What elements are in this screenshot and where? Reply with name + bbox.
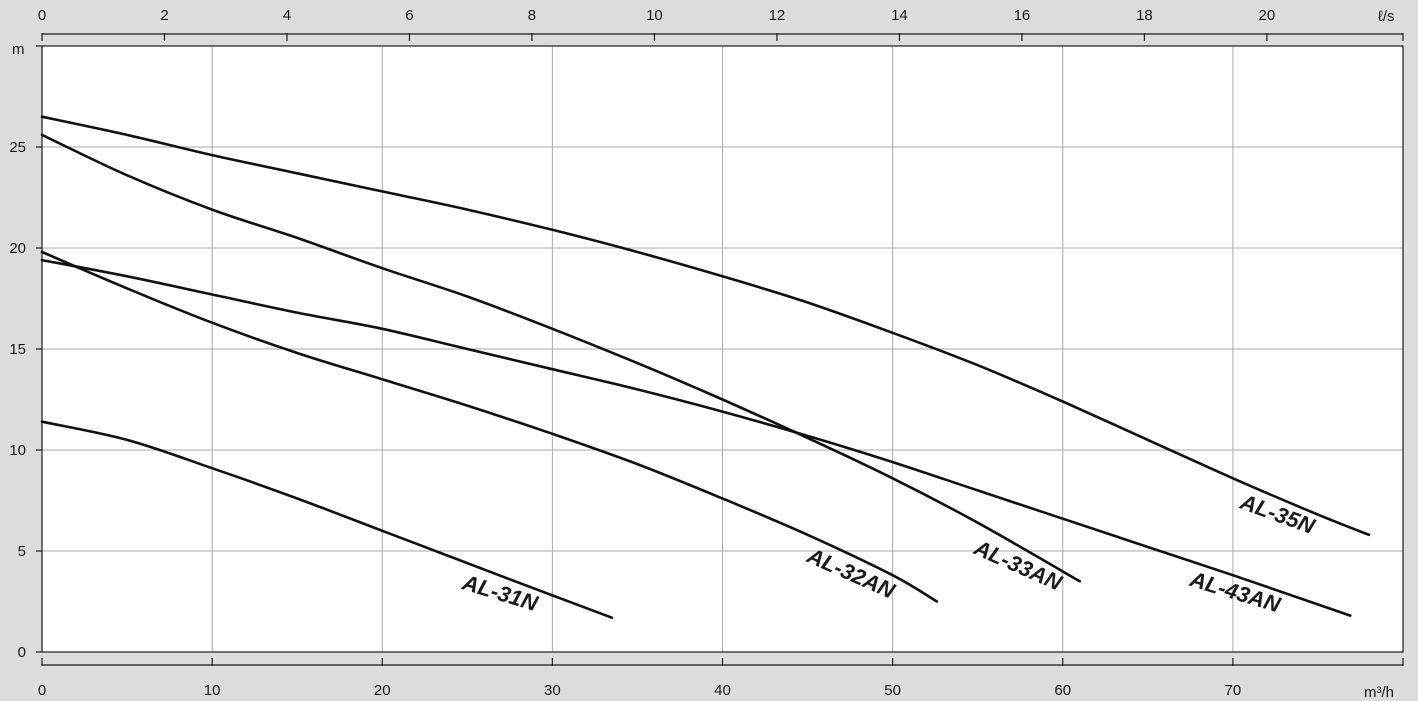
left-tick-label: 15 xyxy=(9,341,26,358)
bottom-tick-label: 70 xyxy=(1225,682,1242,699)
grid-lines xyxy=(42,46,1403,652)
top-axis-flow-ls: 0 2 4 6 8 10 12 14 16 18 20 xyxy=(38,7,1404,41)
left-tick-label: 25 xyxy=(9,139,26,156)
top-tick-label: 8 xyxy=(528,7,536,24)
x-unit-label: m³/h xyxy=(1364,684,1394,701)
bottom-tick-label: 60 xyxy=(1054,682,1071,699)
left-tick-label: 20 xyxy=(9,240,26,257)
left-tick-label: 10 xyxy=(9,442,26,459)
curve-al-32an xyxy=(40,250,939,603)
pump-curves xyxy=(40,115,1371,619)
top-tick-label: 18 xyxy=(1136,7,1153,24)
left-axis-head-m: 0 5 10 15 20 25 xyxy=(9,45,42,661)
bottom-tick-label: 10 xyxy=(204,682,221,699)
top-tick-label: 16 xyxy=(1014,7,1031,24)
left-tick-label: 5 xyxy=(18,543,26,560)
top-tick-label: 6 xyxy=(405,7,413,24)
top-tick-label: 2 xyxy=(160,7,168,24)
top-tick-label: 0 xyxy=(38,7,46,24)
bottom-axis-flow-m3h: 0 10 20 30 40 50 60 70 xyxy=(38,658,1404,699)
top-tick-label: 10 xyxy=(646,7,663,24)
top-tick-label: 20 xyxy=(1259,7,1276,24)
curve-al-35n xyxy=(40,115,1371,537)
curve-al-33an xyxy=(40,133,1082,583)
bottom-tick-label: 40 xyxy=(714,682,731,699)
curve-al-43an xyxy=(40,258,1352,617)
left-tick-label: 0 xyxy=(18,644,26,661)
top-tick-label: 14 xyxy=(891,7,908,24)
bottom-tick-label: 30 xyxy=(544,682,561,699)
bottom-tick-label: 20 xyxy=(374,682,391,699)
curve-al-31n xyxy=(40,420,614,619)
bottom-tick-label: 0 xyxy=(38,682,46,699)
top-tick-label: 12 xyxy=(769,7,786,24)
bottom-tick-label: 50 xyxy=(884,682,901,699)
top-tick-label: 4 xyxy=(283,7,291,24)
y-unit-label: m xyxy=(12,41,25,58)
x2-unit-label: ℓ/s xyxy=(1378,8,1395,25)
